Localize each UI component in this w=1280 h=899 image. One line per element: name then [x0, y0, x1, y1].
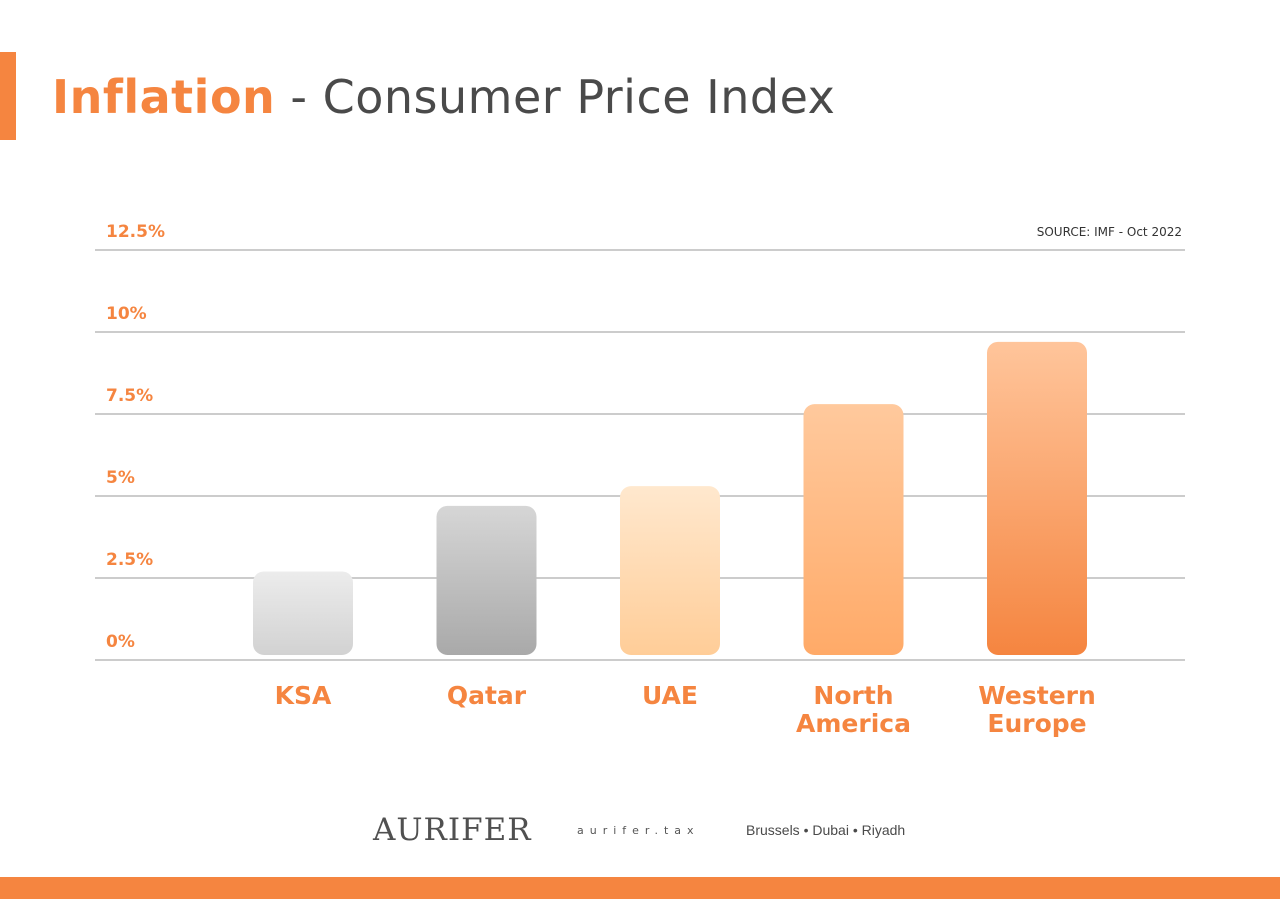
bar — [987, 341, 1087, 655]
x-category-label: Europe — [987, 709, 1086, 738]
bar — [803, 404, 904, 655]
bar — [253, 571, 353, 655]
bottom-bar — [0, 877, 1280, 899]
aurifer-logo: AURIFER — [373, 812, 532, 848]
y-tick-label: 5% — [106, 468, 135, 488]
footer: AURIFER aurifer.tax Brussels • Dubai • R… — [0, 810, 1280, 854]
y-tick-label: 10% — [106, 304, 147, 324]
x-category-label: Western — [978, 681, 1096, 710]
source-note: SOURCE: IMF - Oct 2022 — [1036, 225, 1182, 239]
x-category-label: America — [796, 709, 911, 738]
y-tick-label: 2.5% — [106, 550, 153, 570]
website-link[interactable]: aurifer.tax — [577, 824, 700, 837]
x-category-label: UAE — [642, 681, 698, 710]
y-tick-label: 0% — [106, 632, 135, 652]
accent-bar — [0, 52, 16, 140]
bar — [436, 505, 537, 655]
y-tick-label: 7.5% — [106, 386, 153, 406]
x-category-label: KSA — [275, 681, 332, 710]
office-locations: Brussels • Dubai • Riyadh — [746, 822, 906, 838]
bar — [620, 486, 720, 655]
title-rest: - Consumer Price Index — [275, 70, 836, 124]
page-title: Inflation - Consumer Price Index — [52, 70, 835, 124]
x-category-label: North — [813, 681, 893, 710]
title-highlight: Inflation — [52, 70, 276, 124]
x-category-label: Qatar — [447, 681, 527, 710]
y-tick-label: 12.5% — [106, 222, 165, 242]
